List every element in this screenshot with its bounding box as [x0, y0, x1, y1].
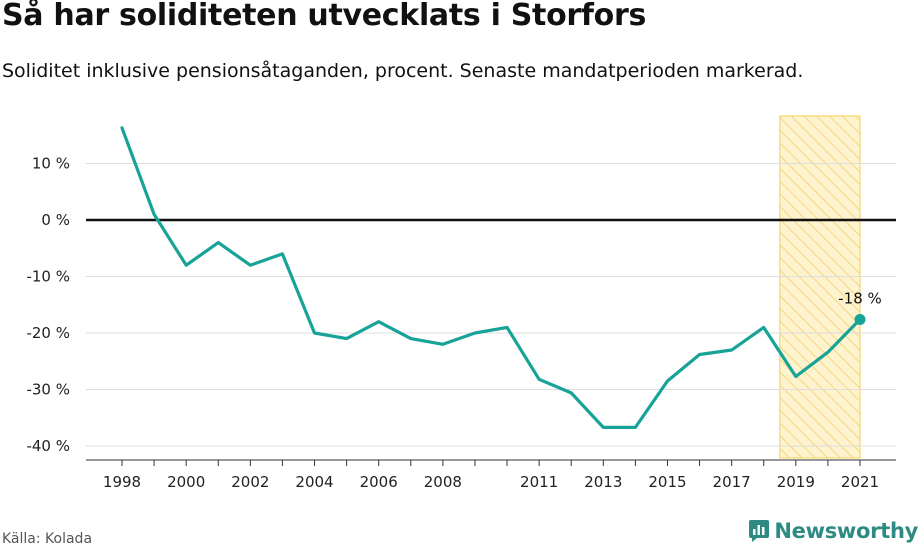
y-tick-label: 0 %: [41, 211, 70, 229]
x-tick-label: 2021: [841, 473, 879, 491]
highlight-period: [779, 115, 861, 459]
source-note: Källa: Kolada: [2, 531, 93, 547]
end-value-label: -18 %: [838, 289, 882, 307]
y-tick-label: -20 %: [26, 324, 70, 342]
series-line: [120, 126, 862, 429]
brand-logo[interactable]: Newsworthy: [748, 519, 918, 543]
newsworthy-logo-icon: [749, 520, 770, 542]
x-tick-label: 2006: [360, 473, 398, 491]
x-tick-label: 2008: [424, 473, 462, 491]
x-tick-label: 2000: [167, 473, 205, 491]
y-tick-label: 10 %: [32, 155, 70, 173]
x-tick-label: 2013: [584, 473, 622, 491]
x-tick-label: 2015: [648, 473, 686, 491]
chart-subtitle: Soliditet inklusive pensionsåtaganden, p…: [2, 60, 804, 82]
chart-title: Så har soliditeten utvecklats i Storfors: [2, 0, 647, 33]
x-tick-label: 2017: [713, 473, 751, 491]
x-tick-label: 1998: [103, 473, 141, 491]
brand-name: Newsworthy: [774, 519, 918, 543]
end-point: [854, 313, 866, 325]
x-tick-label: 2002: [231, 473, 269, 491]
y-tick-label: -10 %: [26, 268, 70, 286]
y-tick-label: -40 %: [26, 437, 70, 455]
x-tick-label: 2011: [520, 473, 558, 491]
x-tick-label: 2004: [295, 473, 333, 491]
x-tick-label: 2019: [777, 473, 815, 491]
y-tick-label: -30 %: [26, 381, 70, 399]
